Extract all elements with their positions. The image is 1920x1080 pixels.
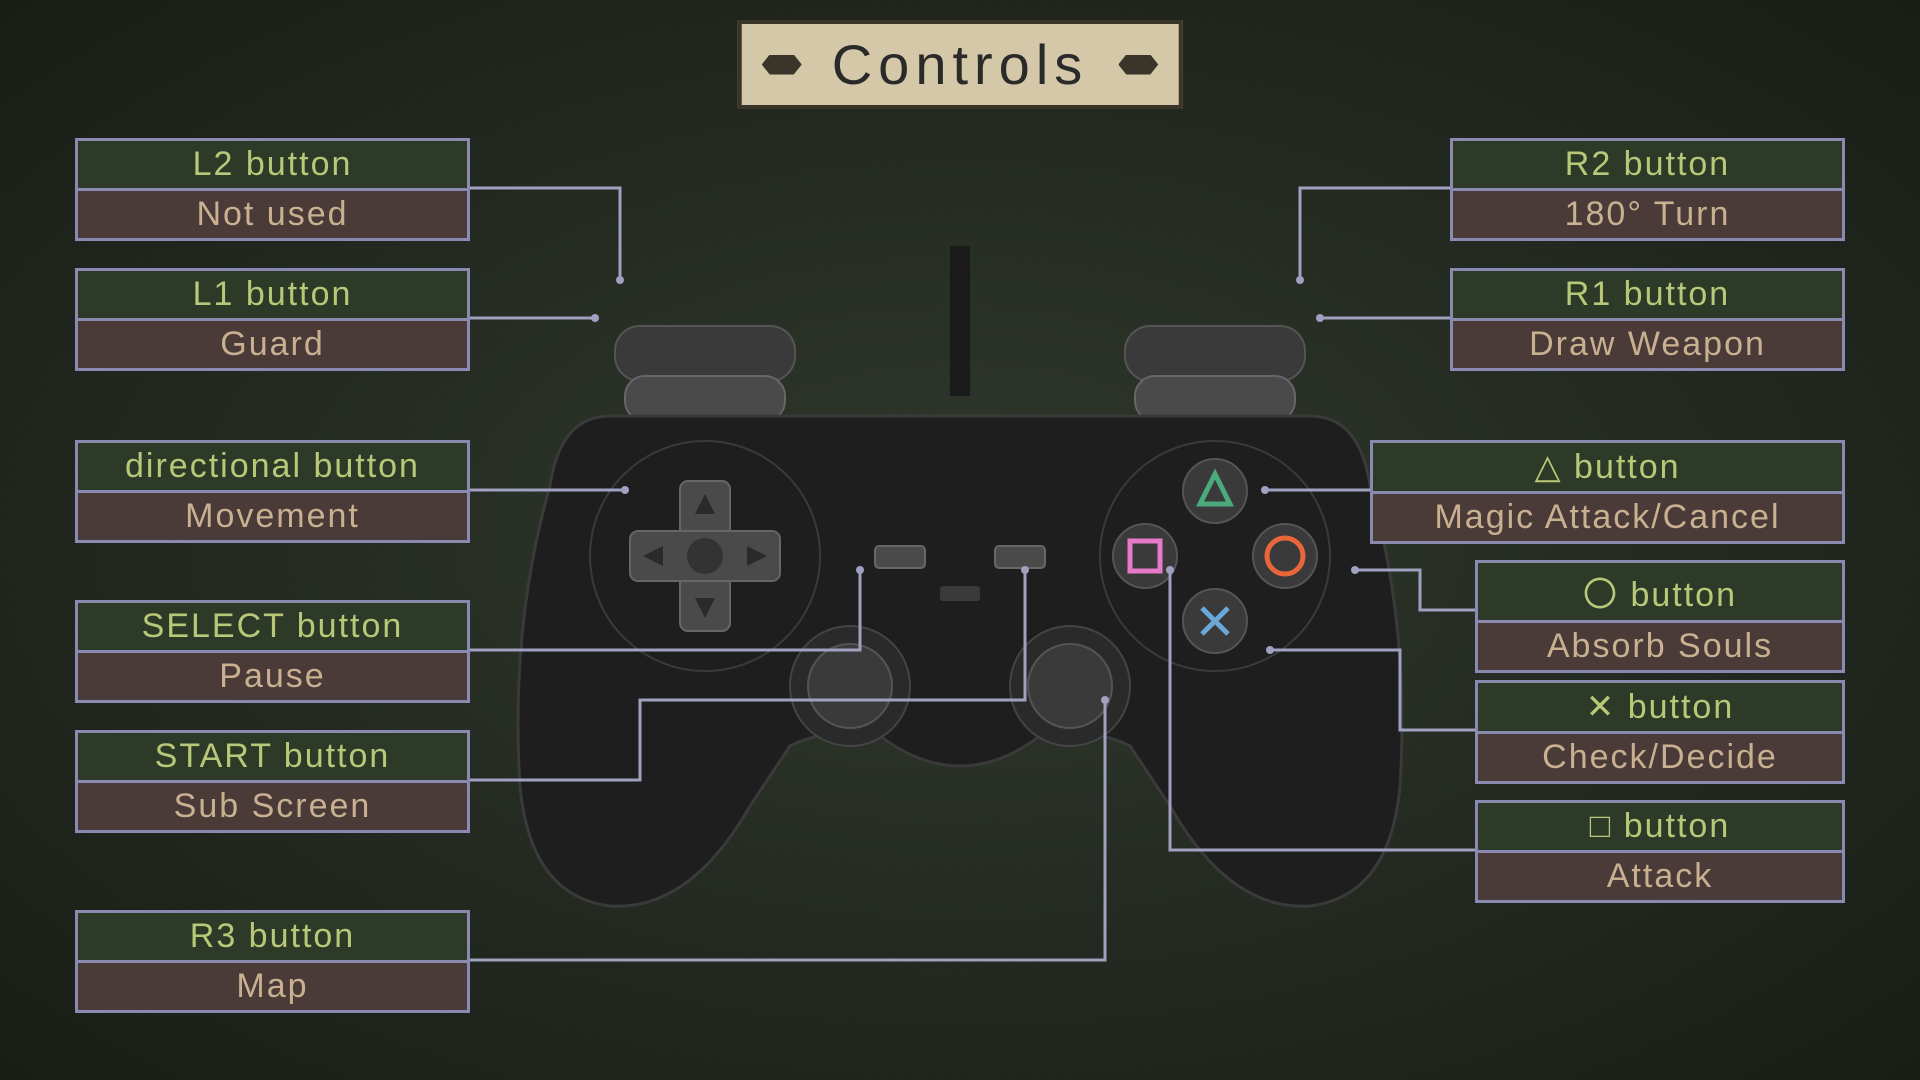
label-start-action: Sub Screen bbox=[78, 783, 467, 830]
label-square: □ buttonAttack bbox=[1475, 800, 1845, 903]
label-cross-action: Check/Decide bbox=[1478, 734, 1842, 781]
label-r2-action: 180° Turn bbox=[1453, 191, 1842, 238]
label-r1: R1 buttonDraw Weapon bbox=[1450, 268, 1845, 371]
label-select: SELECT buttonPause bbox=[75, 600, 470, 703]
label-circle: 〇 buttonAbsorb Souls bbox=[1475, 560, 1845, 673]
start-button-icon bbox=[995, 546, 1045, 568]
label-r1-action: Draw Weapon bbox=[1453, 321, 1842, 368]
label-l2: L2 buttonNot used bbox=[75, 138, 470, 241]
label-triangle-name: △ button bbox=[1373, 443, 1842, 494]
label-r2-name: R2 button bbox=[1453, 141, 1842, 191]
label-l1: L1 buttonGuard bbox=[75, 268, 470, 371]
label-select-name: SELECT button bbox=[78, 603, 467, 653]
label-r1-name: R1 button bbox=[1453, 271, 1842, 321]
label-l2-action: Not used bbox=[78, 191, 467, 238]
label-r3: R3 buttonMap bbox=[75, 910, 470, 1013]
r3-stick-icon bbox=[1028, 644, 1112, 728]
label-dpad-name: directional button bbox=[78, 443, 467, 493]
label-cross: ✕ buttonCheck/Decide bbox=[1475, 680, 1845, 784]
label-start: START buttonSub Screen bbox=[75, 730, 470, 833]
label-r3-action: Map bbox=[78, 963, 467, 1010]
label-l1-action: Guard bbox=[78, 321, 467, 368]
label-start-name: START button bbox=[78, 733, 467, 783]
label-square-action: Attack bbox=[1478, 853, 1842, 900]
label-select-action: Pause bbox=[78, 653, 467, 700]
label-triangle-action: Magic Attack/Cancel bbox=[1373, 494, 1842, 541]
label-circle-name: 〇 button bbox=[1478, 563, 1842, 623]
label-l1-name: L1 button bbox=[78, 271, 467, 321]
controller-icon bbox=[480, 246, 1440, 946]
title-banner: Controls bbox=[738, 20, 1183, 109]
label-r3-name: R3 button bbox=[78, 913, 467, 963]
label-circle-action: Absorb Souls bbox=[1478, 623, 1842, 670]
page-title: Controls bbox=[832, 32, 1089, 97]
l3-stick-icon bbox=[808, 644, 892, 728]
label-square-name: □ button bbox=[1478, 803, 1842, 853]
label-l2-name: L2 button bbox=[78, 141, 467, 191]
select-button-icon bbox=[875, 546, 925, 568]
label-triangle: △ buttonMagic Attack/Cancel bbox=[1370, 440, 1845, 544]
label-dpad-action: Movement bbox=[78, 493, 467, 540]
label-dpad: directional buttonMovement bbox=[75, 440, 470, 543]
label-r2: R2 button180° Turn bbox=[1450, 138, 1845, 241]
label-cross-name: ✕ button bbox=[1478, 683, 1842, 734]
